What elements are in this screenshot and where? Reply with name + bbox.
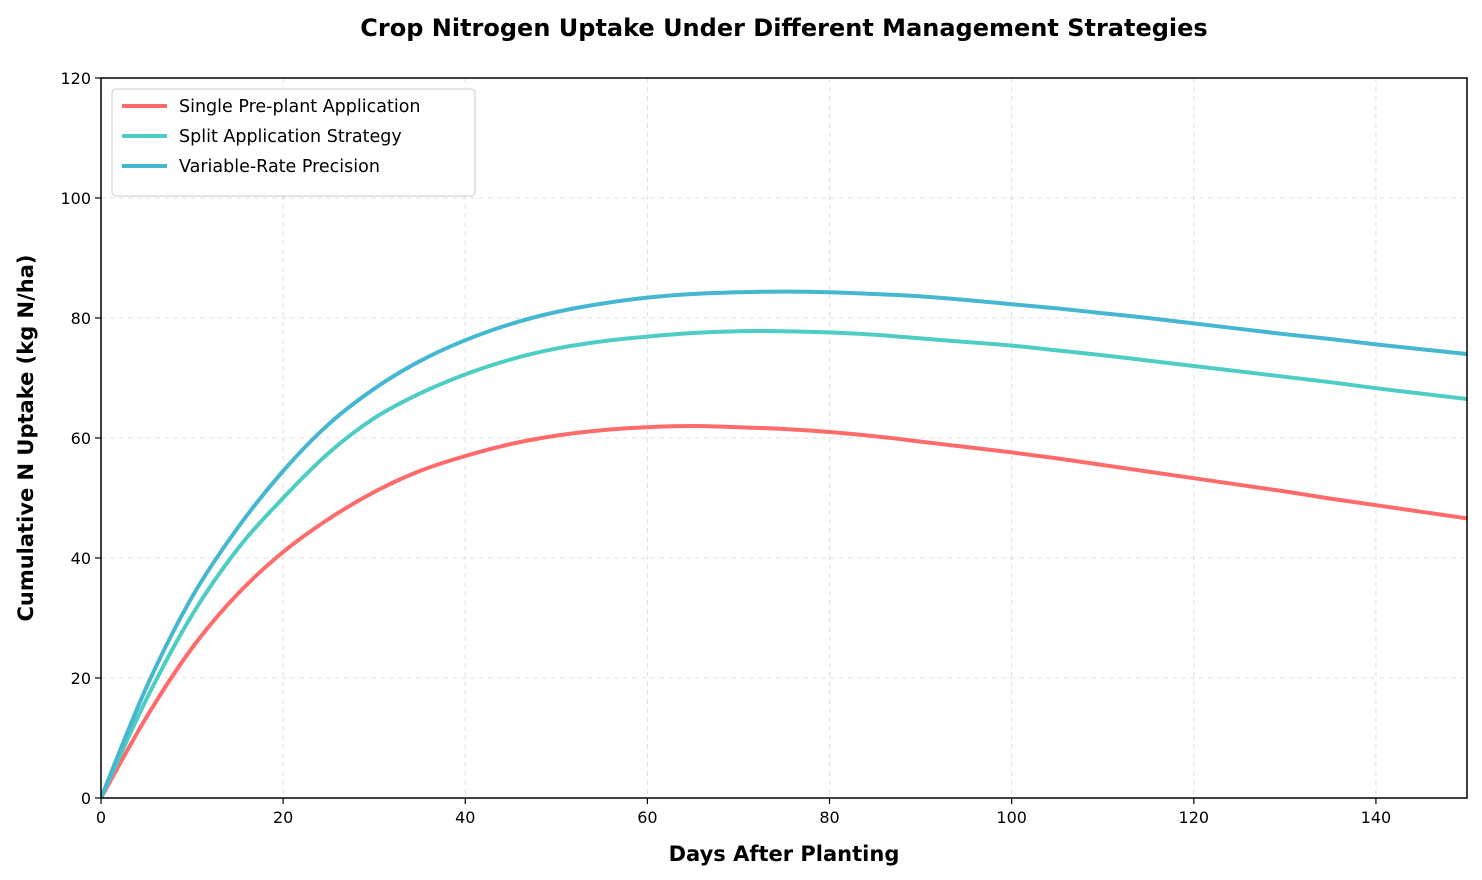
y-tick-label: 0: [81, 789, 91, 808]
series-line-1: [101, 329, 1467, 798]
x-tick-label: 140: [1361, 808, 1392, 827]
x-tick-label: 120: [1179, 808, 1210, 827]
legend-box: [111, 88, 476, 197]
x-tick-label: 0: [96, 808, 106, 827]
y-tick-label: 80: [71, 309, 91, 328]
y-tick-label: 40: [71, 549, 91, 568]
series-line-2: [101, 289, 1467, 798]
x-tick-label: 60: [637, 808, 657, 827]
series-lines: [101, 289, 1467, 798]
x-tick-label: 40: [455, 808, 475, 827]
y-axis-title: Cumulative N Uptake (kg N/ha): [14, 254, 38, 621]
x-axis-title: Days After Planting: [669, 842, 900, 866]
y-tick-label: 60: [71, 429, 91, 448]
x-tick-label: 20: [273, 808, 293, 827]
legend-label: Split Application Strategy: [179, 127, 402, 147]
legend: Single Pre-plant Application Split Applic…: [111, 88, 476, 197]
y-tick-label: 20: [71, 669, 91, 688]
axis-ticks: 0 20 40 60 80 100 120 140 0 20 40 60 80 100 120: [60, 69, 1391, 827]
legend-label: Single Pre-plant Application: [179, 97, 421, 117]
y-tick-label: 120: [60, 69, 91, 88]
x-tick-label: 100: [996, 808, 1027, 827]
legend-label: Variable-Rate Precision: [179, 157, 380, 177]
series-line-0: [101, 424, 1467, 798]
x-tick-label: 80: [819, 808, 839, 827]
y-tick-label: 100: [60, 189, 91, 208]
chart-title: Crop Nitrogen Uptake Under Different Man…: [360, 14, 1207, 42]
